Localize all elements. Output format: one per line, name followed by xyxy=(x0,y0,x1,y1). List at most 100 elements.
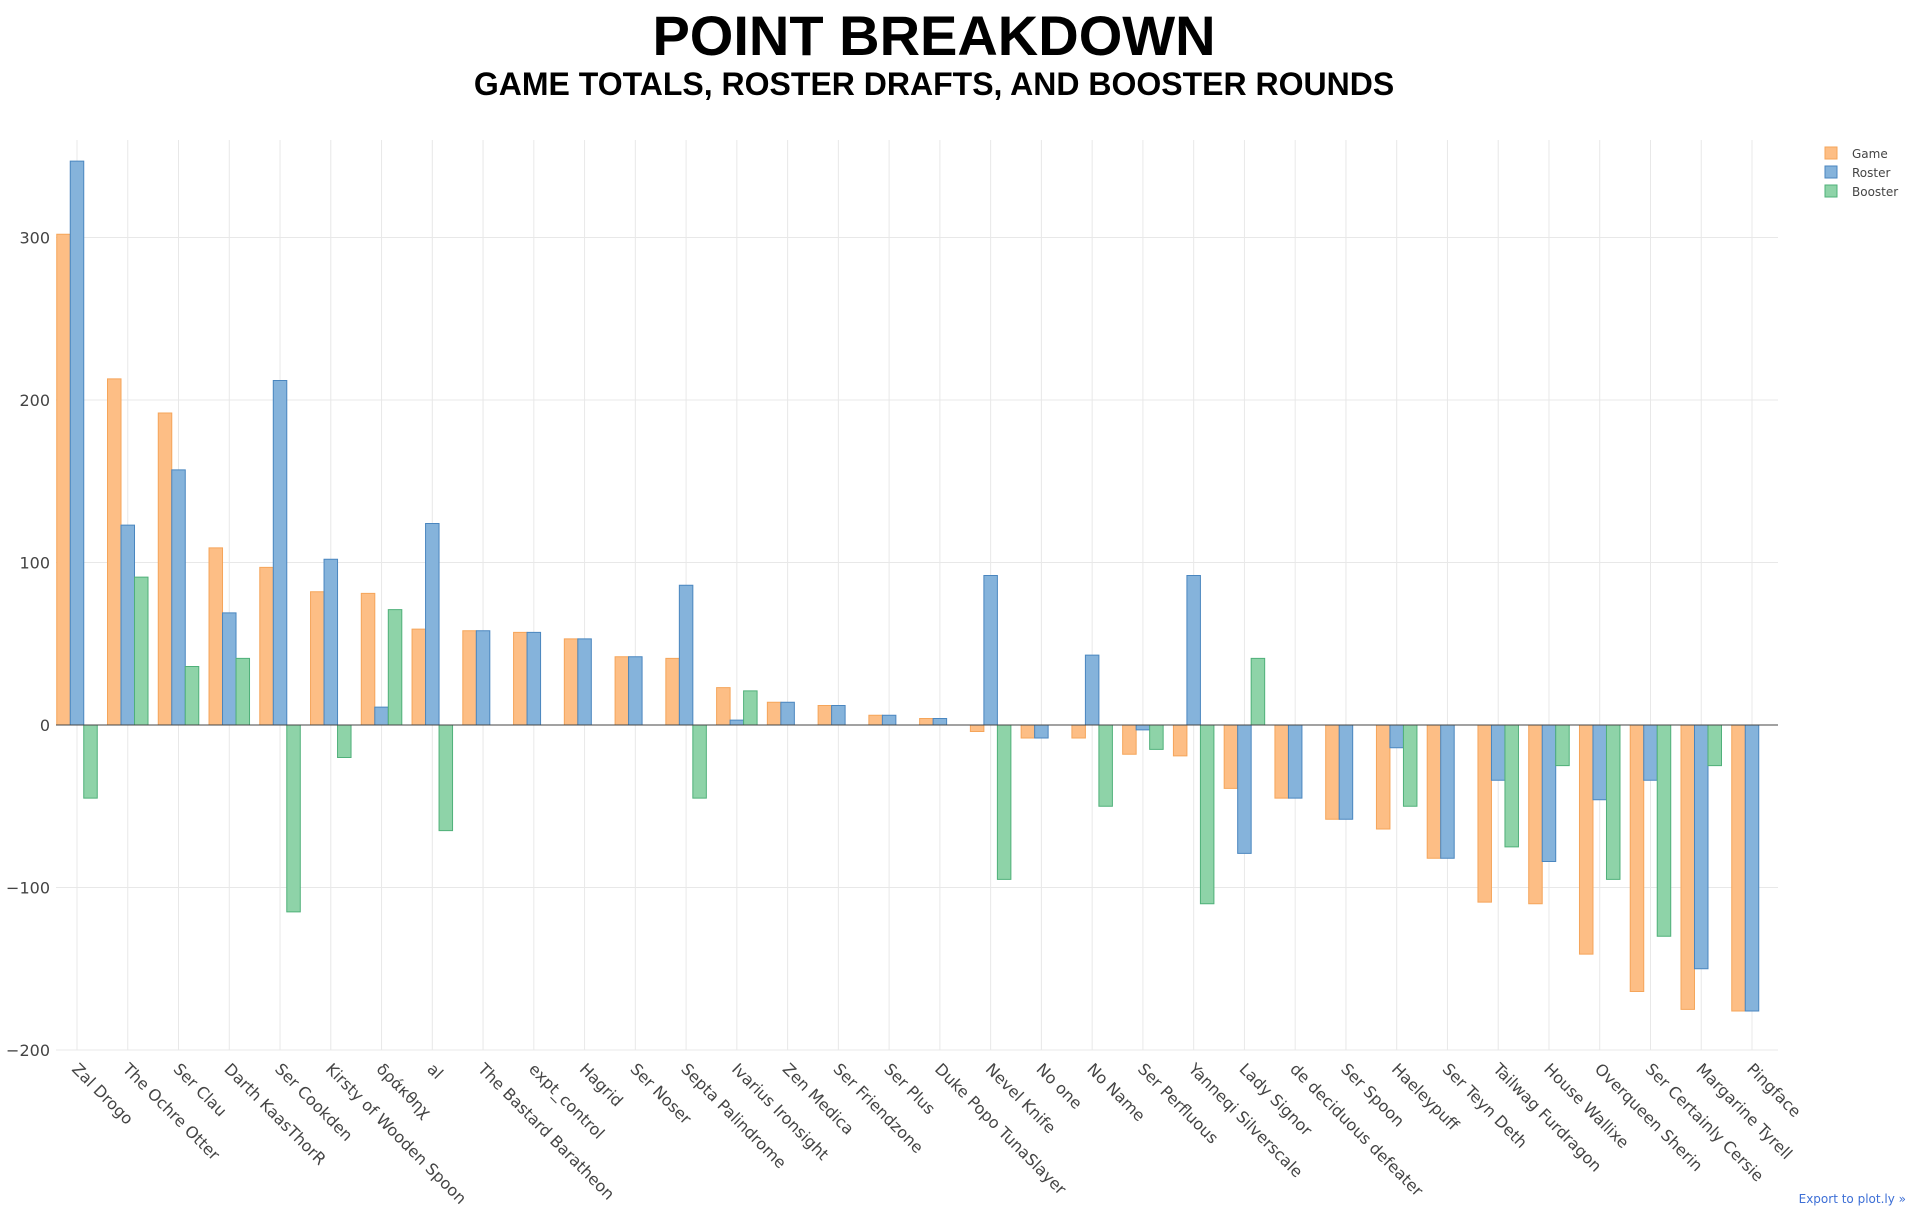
bar-booster[interactable] xyxy=(692,724,707,799)
bar-game[interactable] xyxy=(56,233,71,726)
bar-roster[interactable] xyxy=(729,719,745,726)
bar-roster[interactable] xyxy=(475,630,491,726)
bar-roster[interactable] xyxy=(272,380,288,726)
bar-roster[interactable] xyxy=(678,584,694,726)
bar-roster[interactable] xyxy=(932,718,948,726)
bar-roster[interactable] xyxy=(1084,654,1100,726)
bar-game[interactable] xyxy=(868,714,883,726)
legend[interactable]: Game Roster Booster xyxy=(1824,146,1898,199)
bar-game[interactable] xyxy=(1172,724,1188,757)
bar-roster[interactable] xyxy=(983,575,998,726)
bar-game[interactable] xyxy=(259,566,274,726)
bar-roster[interactable] xyxy=(1541,724,1557,862)
bar-roster[interactable] xyxy=(1237,724,1252,854)
bar-roster[interactable] xyxy=(425,523,440,726)
bar-game[interactable] xyxy=(919,718,934,726)
bar-roster[interactable] xyxy=(120,524,136,726)
bar-game[interactable] xyxy=(614,656,630,726)
bar-roster[interactable] xyxy=(1592,724,1607,801)
bar-game[interactable] xyxy=(462,630,477,726)
bar-roster[interactable] xyxy=(577,638,592,726)
bar-game[interactable] xyxy=(411,628,427,726)
bar-game[interactable] xyxy=(665,657,680,726)
bar-game[interactable] xyxy=(208,547,224,726)
bar-booster[interactable] xyxy=(1605,724,1621,880)
bar-roster[interactable] xyxy=(323,558,339,726)
bar-game[interactable] xyxy=(1071,724,1086,739)
bar-booster[interactable] xyxy=(1707,724,1722,767)
bar-roster[interactable] xyxy=(526,631,542,726)
bar-roster[interactable] xyxy=(1440,724,1455,859)
bar-booster[interactable] xyxy=(743,690,758,726)
bar-game[interactable] xyxy=(1122,724,1137,755)
bar-game[interactable] xyxy=(107,378,122,726)
bar-game[interactable] xyxy=(513,631,528,726)
bar-game[interactable] xyxy=(1477,724,1492,903)
bar-game[interactable] xyxy=(766,701,782,726)
bar-game[interactable] xyxy=(817,705,833,726)
bar-game[interactable] xyxy=(1325,724,1340,820)
bar-roster[interactable] xyxy=(1643,724,1658,781)
bar-booster[interactable] xyxy=(1656,724,1672,937)
bar-roster[interactable] xyxy=(1744,724,1760,1012)
bar-booster[interactable] xyxy=(134,576,149,726)
legend-swatch-booster[interactable] xyxy=(1824,184,1838,198)
bar-game[interactable] xyxy=(1375,724,1391,830)
bar-booster[interactable] xyxy=(184,666,200,726)
bar-booster[interactable] xyxy=(1149,724,1164,750)
bar-game[interactable] xyxy=(1680,724,1695,1010)
bar-roster[interactable] xyxy=(69,160,85,726)
bar-game[interactable] xyxy=(360,592,376,726)
legend-swatch-roster[interactable] xyxy=(1824,165,1838,179)
legend-label-game[interactable]: Game xyxy=(1852,147,1888,161)
bar-game[interactable] xyxy=(157,412,173,726)
bar-game[interactable] xyxy=(1629,724,1645,992)
bar-game[interactable] xyxy=(1578,724,1594,955)
bar-booster[interactable] xyxy=(83,724,98,799)
bar-booster[interactable] xyxy=(1555,724,1570,767)
bar-booster[interactable] xyxy=(438,724,454,832)
bar-booster[interactable] xyxy=(1402,724,1418,807)
y-tick-label: 200 xyxy=(19,391,50,410)
bar-roster[interactable] xyxy=(628,656,643,726)
bar-booster[interactable] xyxy=(387,609,403,726)
bar-roster[interactable] xyxy=(374,706,389,726)
bar-booster[interactable] xyxy=(286,724,301,913)
bar-booster[interactable] xyxy=(996,724,1012,880)
bar-roster[interactable] xyxy=(1287,724,1303,799)
bar-game[interactable] xyxy=(1274,724,1289,799)
bar-booster[interactable] xyxy=(1504,724,1519,848)
bar-roster[interactable] xyxy=(780,701,795,726)
bar-game[interactable] xyxy=(1223,724,1239,789)
bar-roster[interactable] xyxy=(1490,724,1506,781)
bar-roster[interactable] xyxy=(222,612,237,726)
bar-game[interactable] xyxy=(1426,724,1442,859)
bar-game[interactable] xyxy=(716,687,731,726)
bar-game[interactable] xyxy=(310,591,325,726)
bar-roster[interactable] xyxy=(1338,724,1354,820)
bar-booster[interactable] xyxy=(235,657,251,726)
bar-roster[interactable] xyxy=(1389,724,1404,749)
bar-game[interactable] xyxy=(1731,724,1746,1012)
legend-label-booster[interactable]: Booster xyxy=(1852,185,1898,199)
bar-roster[interactable] xyxy=(1034,724,1049,739)
bar-roster[interactable] xyxy=(1186,575,1201,726)
bar-booster[interactable] xyxy=(1250,657,1266,726)
bar-game[interactable] xyxy=(1020,724,1036,739)
bar-roster[interactable] xyxy=(1693,724,1709,970)
legend-swatch-game[interactable] xyxy=(1824,146,1838,160)
export-to-plotly-link[interactable]: Export to plot.ly » xyxy=(1798,1192,1906,1206)
bar-roster[interactable] xyxy=(171,469,186,726)
bar-booster[interactable] xyxy=(1199,724,1215,905)
bar-booster[interactable] xyxy=(337,724,352,758)
y-tick-label: −100 xyxy=(6,879,50,898)
legend-label-roster[interactable]: Roster xyxy=(1852,166,1890,180)
chart-subtitle: GAME TOTALS, ROSTER DRAFTS, AND BOOSTER … xyxy=(474,66,1394,102)
bar-booster[interactable] xyxy=(1098,724,1113,807)
bar-game[interactable] xyxy=(563,638,579,726)
bar-game[interactable] xyxy=(1528,724,1543,905)
bar-game[interactable] xyxy=(969,724,985,732)
bar-roster[interactable] xyxy=(831,705,846,726)
bar-roster[interactable] xyxy=(881,714,897,726)
bar-roster[interactable] xyxy=(1135,724,1151,731)
